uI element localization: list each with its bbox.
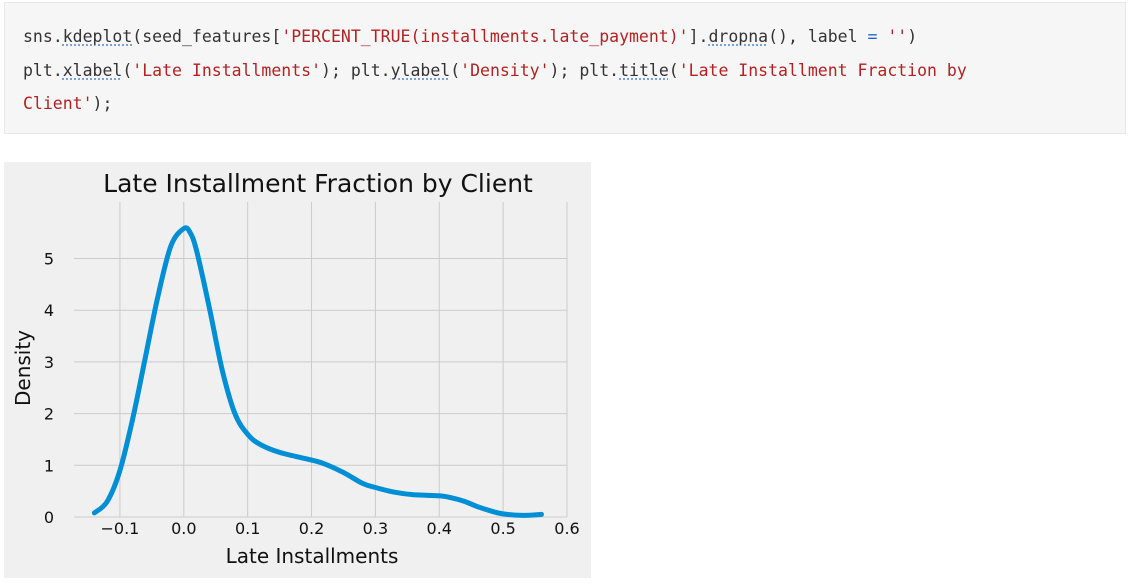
code-token: 'PERCENT_TRUE(installments.late_payment)… [281,27,689,46]
code-token: . [52,27,63,46]
code-token: sns [23,27,53,46]
code-token: '' [887,27,908,46]
code-token [877,27,887,46]
code-token: = [867,27,878,46]
y-tick-label: 4 [44,301,54,320]
code-token: 'Late Installment Fraction by [678,61,967,80]
y-tick-label: 0 [44,508,54,527]
x-tick-label: 0.3 [363,519,388,538]
code-token: ) [907,27,918,46]
code-token: Client' [23,94,93,113]
y-tick-label: 5 [44,250,54,269]
code-line-1: sns.kdeplot(seed_features['PERCENT_TRUE(… [23,27,917,46]
code-token: ylabel [390,61,451,80]
code-token: (seed_features[ [132,27,282,46]
grid-lines [74,202,568,518]
code-token: (), label [768,27,868,46]
x-tick-label: −0.1 [101,519,140,538]
code-line-3: Client'); [23,94,112,113]
x-tick-labels: −0.1 0.0 0.1 0.2 0.3 0.4 0.5 0.6 [101,519,580,538]
code-line-2: plt.xlabel('Late Installments'); plt.yla… [23,61,967,80]
y-tick-labels: 0 1 2 3 4 5 [44,250,54,527]
code-token: 'Density' [460,61,550,80]
code-token: ( [450,61,461,80]
code-token: kdeplot [62,27,133,46]
y-tick-label: 3 [44,353,54,372]
code-token: . [52,61,63,80]
code-token: ] [688,27,699,46]
code-token: ); plt [321,61,381,80]
chart-title: Late Installment Fraction by Client [103,169,533,198]
y-tick-label: 1 [44,456,54,475]
code-token: ( [668,61,679,80]
code-token: 'Late Installments' [132,61,322,80]
x-tick-label: 0.4 [427,519,452,538]
code-token: xlabel [62,61,123,80]
code-token: dropna [708,27,769,46]
x-tick-label: 0.5 [490,519,515,538]
code-token: . [698,27,709,46]
x-tick-label: 0.2 [299,519,324,538]
code-token: ); [92,94,113,113]
x-axis-label: Late Installments [226,544,399,568]
code-token: . [380,61,391,80]
code-cell[interactable]: sns.kdeplot(seed_features['PERCENT_TRUE(… [4,2,1126,134]
kde-chart: −0.1 0.0 0.1 0.2 0.3 0.4 0.5 0.6 0 1 2 3 4 5 Late In… [11,169,580,568]
kde-density-line [91,225,544,518]
x-tick-label: 0.0 [171,519,196,538]
chart-figure: −0.1 0.0 0.1 0.2 0.3 0.4 0.5 0.6 0 1 2 3 4 5 Late In… [4,162,591,578]
code-token: ( [122,61,133,80]
x-tick-label: 0.1 [235,519,260,538]
x-tick-label: 0.6 [554,519,579,538]
code-token: ); plt [549,61,610,80]
y-axis-label: Density [11,330,35,406]
y-tick-label: 2 [44,405,54,424]
code-token: title [619,61,669,80]
code-token: plt [23,61,53,80]
code-token: . [609,61,620,80]
